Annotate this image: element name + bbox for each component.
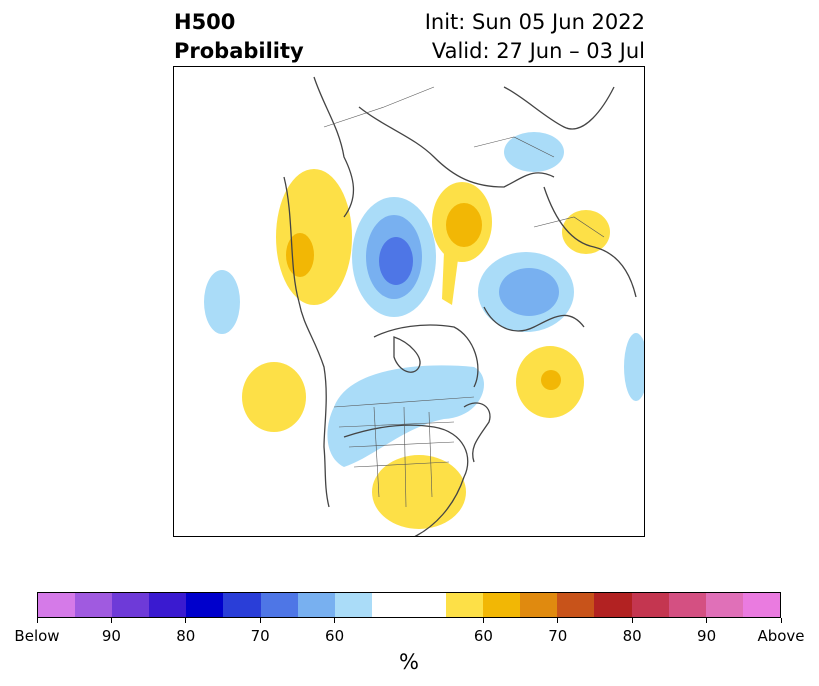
above-core-siberia <box>446 203 482 247</box>
above-core-atlantic <box>541 370 561 390</box>
above-region-se-us <box>372 455 466 529</box>
colorbar-swatch <box>631 593 669 617</box>
title-right: Init: Sun 05 Jun 2022 Valid: 27 Jun – 03… <box>425 8 645 66</box>
colorbar-swatch <box>742 593 780 617</box>
colorbar-tick <box>482 618 484 623</box>
map-svg <box>204 76 644 536</box>
below-region-canada-us <box>327 365 484 467</box>
colorbar-swatch <box>297 593 335 617</box>
above-region-west-canada <box>276 169 352 305</box>
above-region-pacific <box>242 362 306 432</box>
colorbar-tick <box>780 618 782 623</box>
title-metric: Probability <box>174 39 304 63</box>
colorbar-swatch <box>260 593 298 617</box>
colorbar-swatch <box>520 593 558 617</box>
colorbar-tick-label: 90 <box>697 627 717 645</box>
colorbar-unit: % <box>399 650 419 674</box>
above-region-far-east <box>562 210 610 254</box>
below-region-north <box>504 132 564 172</box>
colorbar-swatch <box>446 593 484 617</box>
probability-map <box>173 66 645 537</box>
colorbar-tick <box>185 618 187 623</box>
colorbar-tick <box>631 618 633 623</box>
colorbar-swatch <box>75 593 113 617</box>
colorbar-tick-label: 90 <box>101 627 121 645</box>
colorbar-swatch <box>38 593 76 617</box>
colorbar-tick <box>557 618 559 623</box>
colorbar-swatch <box>557 593 595 617</box>
colorbar-swatch <box>408 593 447 617</box>
colorbar-tick <box>706 618 708 623</box>
below-region-europe-edge <box>624 333 644 401</box>
colorbar <box>37 592 781 618</box>
borders <box>323 86 605 508</box>
valid-range: Valid: 27 Jun – 03 Jul <box>431 39 645 63</box>
above-core-west-canada <box>286 233 314 277</box>
above-tail-siberia <box>442 252 459 305</box>
colorbar-tick <box>110 618 112 623</box>
colorbar-swatch <box>112 593 150 617</box>
colorbar-tick-label: Below <box>14 627 60 645</box>
coastlines <box>283 76 637 536</box>
colorbar-tick <box>36 618 38 623</box>
colorbar-swatch <box>668 593 706 617</box>
colorbar-tick <box>259 618 261 623</box>
colorbar-swatch <box>371 593 409 617</box>
anomaly-fills <box>204 132 644 529</box>
colorbar-tick-label: 70 <box>548 627 568 645</box>
colorbar-tick-label: Above <box>757 627 805 645</box>
below-core-alaska <box>379 237 413 285</box>
below-region-pacific <box>204 270 240 334</box>
title-variable: H500 <box>174 10 236 34</box>
colorbar-swatch <box>149 593 187 617</box>
colorbar-swatch <box>334 593 372 617</box>
colorbar-swatch <box>705 593 743 617</box>
colorbar-tick-label: 60 <box>473 627 493 645</box>
colorbar-tick-label: 80 <box>622 627 642 645</box>
colorbar-tick-label: 60 <box>325 627 345 645</box>
below-core-asia <box>499 268 559 316</box>
colorbar-tick-label: 70 <box>250 627 270 645</box>
colorbar-swatch <box>594 593 632 617</box>
colorbar-swatch <box>223 593 261 617</box>
colorbar-swatch <box>483 593 521 617</box>
colorbar-tick <box>334 618 336 623</box>
title-left: H500 Probability <box>174 8 304 66</box>
init-date: Init: Sun 05 Jun 2022 <box>424 10 645 34</box>
colorbar-swatch <box>186 593 224 617</box>
colorbar-tick-label: 80 <box>176 627 196 645</box>
